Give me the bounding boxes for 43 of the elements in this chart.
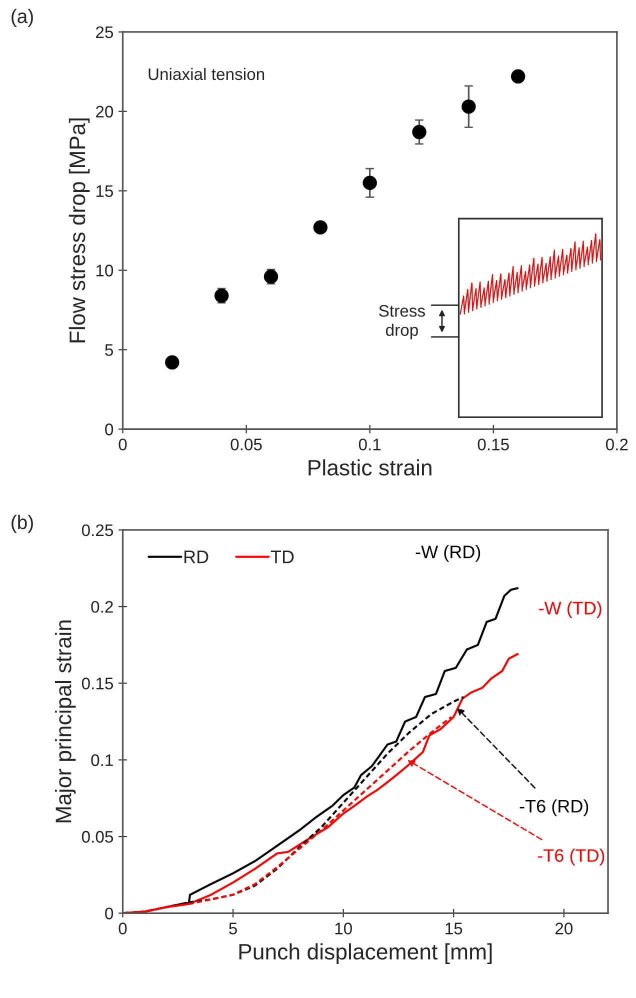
text: (b) bbox=[12, 514, 33, 534]
y-tick-label: 0 bbox=[105, 424, 114, 436]
x-tick-label: 0.15 bbox=[478, 438, 509, 450]
y-tick-label: 0.25 bbox=[82, 524, 114, 536]
x-tick-label: 5 bbox=[229, 922, 237, 934]
y-tick-label: 0.2 bbox=[91, 600, 113, 613]
legend-label: TD bbox=[270, 550, 294, 564]
y-tick-label: 0.15 bbox=[82, 678, 114, 690]
y-axis-title: Major principal strain bbox=[55, 620, 76, 822]
point bbox=[165, 355, 180, 370]
annotation: Uniaxial tension bbox=[148, 68, 264, 80]
point bbox=[510, 69, 526, 84]
point bbox=[214, 288, 229, 303]
x-tick-label: 20 bbox=[555, 922, 573, 934]
point bbox=[362, 176, 377, 190]
x-axis-title: Punch displacement [mm] bbox=[239, 943, 492, 964]
x-tick-label: 0 bbox=[118, 922, 127, 934]
y-tick-label: 20 bbox=[96, 106, 114, 118]
text: (a) bbox=[12, 8, 33, 28]
annotation: -T6 (RD) bbox=[520, 799, 588, 816]
annotation: -W (RD) bbox=[416, 545, 480, 562]
y-tick-label: 0 bbox=[105, 908, 114, 920]
point bbox=[412, 124, 426, 140]
point bbox=[313, 220, 328, 234]
x-tick-label: 0.2 bbox=[606, 438, 628, 450]
x-tick-label: 0.05 bbox=[230, 438, 262, 450]
x-axis-title: Plastic strain bbox=[308, 459, 432, 476]
y-tick-label: 5 bbox=[105, 344, 114, 356]
y-axis-title: Flow stress drop [MPa] bbox=[68, 118, 90, 342]
y-tick-label: 0.05 bbox=[82, 830, 114, 843]
legend-label: RD bbox=[184, 550, 208, 564]
x-tick-label: 0 bbox=[118, 438, 127, 450]
x-tick-label: 15 bbox=[446, 922, 462, 934]
x-tick-label: 0.1 bbox=[358, 438, 381, 450]
annotation: Stress drop bbox=[379, 304, 425, 340]
annotation: -W (TD) bbox=[539, 601, 602, 618]
y-tick-label: 25 bbox=[96, 26, 114, 38]
point bbox=[462, 99, 476, 114]
x-tick-label: 10 bbox=[335, 922, 352, 934]
y-tick-label: 10 bbox=[96, 264, 114, 276]
annotation: -T6 (TD) bbox=[538, 848, 604, 866]
y-tick-label: 0.1 bbox=[91, 754, 113, 766]
y-tick-label: 15 bbox=[96, 185, 114, 198]
